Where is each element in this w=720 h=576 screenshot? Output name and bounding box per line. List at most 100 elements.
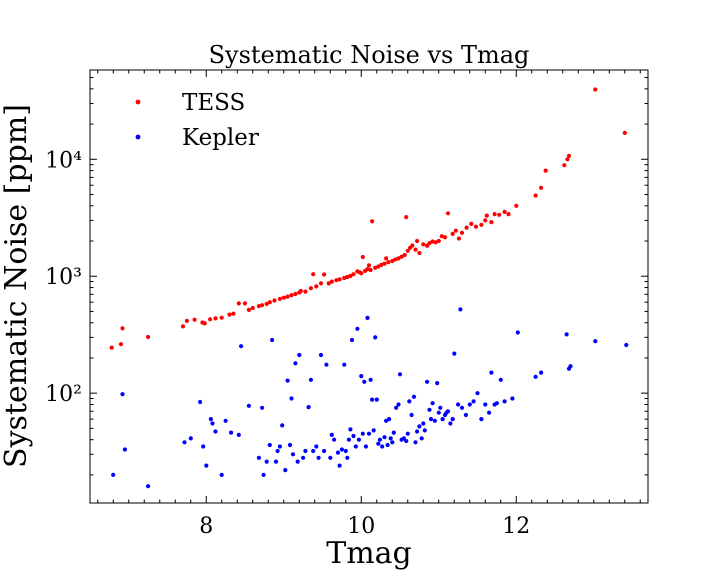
- data-point-kepler: [293, 361, 298, 366]
- legend-marker-tess: [135, 99, 141, 105]
- data-point-kepler: [229, 430, 234, 435]
- data-point-kepler: [275, 448, 280, 454]
- data-point-tess: [396, 256, 401, 261]
- data-point-kepler: [316, 455, 321, 460]
- data-point-kepler: [425, 379, 430, 384]
- data-point-kepler: [463, 412, 468, 418]
- data-point-kepler: [261, 472, 266, 477]
- data-point-kepler: [146, 484, 151, 489]
- data-point-tess: [386, 260, 391, 265]
- data-point-kepler: [498, 377, 503, 382]
- data-point-kepler: [270, 337, 275, 343]
- data-point-tess: [246, 307, 251, 312]
- data-point-kepler: [411, 394, 417, 399]
- plot-area: [109, 87, 629, 489]
- data-point-tess: [256, 304, 261, 309]
- data-point-tess: [146, 334, 151, 340]
- data-point-tess: [382, 261, 387, 266]
- data-point-tess: [622, 130, 627, 135]
- data-point-tess: [497, 212, 502, 217]
- data-point-kepler: [314, 444, 319, 449]
- data-point-tess: [334, 278, 339, 283]
- data-point-tess: [479, 222, 484, 227]
- data-point-tess: [436, 238, 441, 244]
- data-point-tess: [281, 295, 286, 300]
- data-point-tess: [442, 235, 448, 240]
- data-point-kepler: [502, 399, 507, 404]
- data-point-kepler: [256, 455, 261, 460]
- data-point-tess: [425, 243, 430, 248]
- data-point-tess: [450, 231, 455, 236]
- data-point-kepler: [387, 417, 392, 422]
- data-point-tess: [506, 212, 511, 217]
- data-point-kepler: [359, 374, 364, 379]
- data-point-kepler: [366, 431, 372, 436]
- data-point-kepler: [479, 417, 484, 422]
- data-point-kepler: [201, 444, 206, 449]
- data-point-tess: [415, 238, 420, 244]
- data-point-kepler: [450, 417, 455, 422]
- data-point-tess: [322, 272, 327, 277]
- data-point-kepler: [349, 337, 355, 343]
- data-point-kepler: [188, 436, 193, 441]
- data-point-tess: [539, 185, 544, 190]
- x-tick-label: 8: [199, 514, 213, 539]
- data-point-tess: [421, 242, 426, 247]
- data-point-tess: [264, 301, 269, 306]
- data-point-tess: [562, 163, 567, 168]
- x-axis-label: Tmag: [326, 536, 412, 571]
- data-point-kepler: [467, 402, 472, 407]
- data-point-tess: [439, 234, 444, 239]
- data-point-tess: [293, 291, 298, 297]
- data-point-kepler: [448, 421, 453, 426]
- data-point-kepler: [459, 405, 465, 410]
- data-point-tess: [314, 284, 319, 289]
- data-point-kepler: [404, 438, 409, 444]
- data-point-kepler: [419, 436, 424, 441]
- data-point-tess: [236, 301, 241, 306]
- data-point-tess: [483, 218, 488, 223]
- data-point-tess: [213, 316, 218, 321]
- data-point-tess: [402, 252, 407, 258]
- data-point-kepler: [483, 402, 488, 407]
- data-point-kepler: [329, 432, 334, 437]
- data-point-tess: [219, 315, 224, 320]
- data-point-kepler: [239, 344, 244, 349]
- data-point-tess: [533, 193, 538, 198]
- data-point-kepler: [363, 444, 368, 449]
- data-point-tess: [393, 257, 398, 262]
- data-point-tess: [469, 221, 474, 226]
- data-point-kepler: [438, 405, 443, 410]
- data-point-tess: [404, 215, 409, 220]
- data-point-tess: [566, 153, 572, 158]
- data-point-kepler: [489, 370, 494, 375]
- data-point-kepler: [487, 410, 492, 415]
- data-point-kepler: [273, 459, 279, 464]
- data-point-kepler: [345, 455, 350, 460]
- data-point-tess: [459, 230, 465, 235]
- data-point-tess: [445, 211, 451, 216]
- data-point-kepler: [289, 396, 294, 401]
- data-point-kepler: [397, 372, 403, 377]
- data-point-kepler: [374, 397, 379, 402]
- data-point-tess: [120, 326, 125, 331]
- data-point-kepler: [322, 448, 327, 454]
- legend-marker-kepler: [135, 134, 141, 140]
- data-point-tess: [118, 342, 124, 347]
- data-point-kepler: [213, 429, 218, 434]
- data-point-kepler: [373, 335, 378, 340]
- data-point-kepler: [452, 351, 457, 356]
- data-point-tess: [208, 317, 213, 322]
- data-point-kepler: [430, 401, 435, 406]
- data-point-tess: [311, 272, 316, 277]
- data-point-kepler: [471, 399, 476, 404]
- data-point-tess: [543, 168, 548, 173]
- series-kepler: [111, 307, 629, 489]
- data-point-tess: [351, 272, 356, 277]
- data-point-kepler: [396, 402, 401, 407]
- data-point-kepler: [427, 407, 432, 412]
- data-point-kepler: [337, 463, 342, 468]
- plot-frame: [89, 69, 649, 504]
- data-point-tess: [464, 225, 469, 230]
- data-point-kepler: [356, 437, 361, 442]
